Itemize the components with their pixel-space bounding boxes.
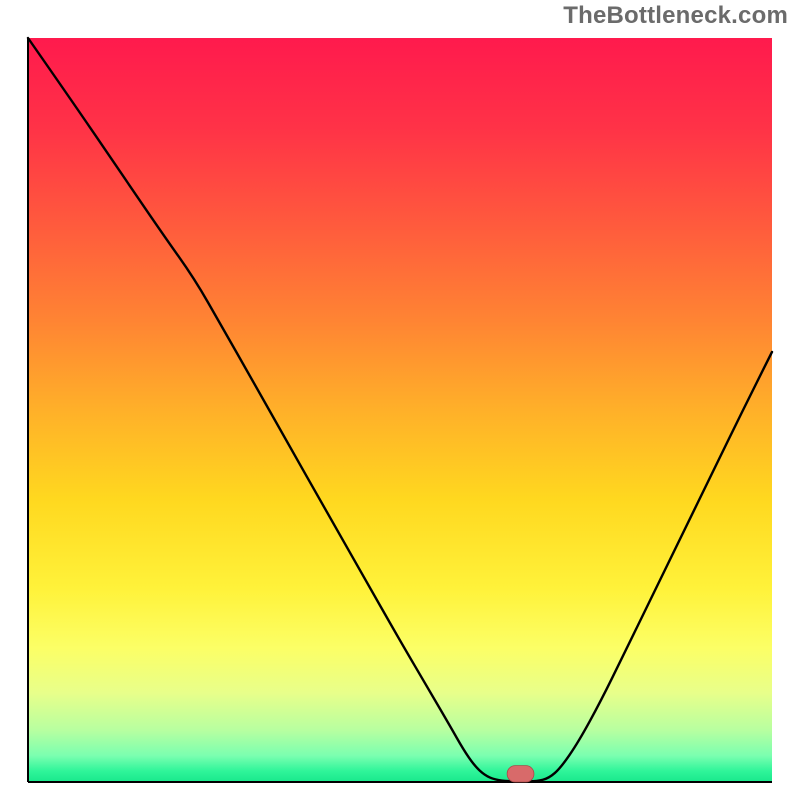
bottleneck-curve-chart: [20, 30, 780, 790]
watermark-text: TheBottleneck.com: [563, 2, 788, 30]
optimal-marker: [507, 766, 534, 782]
chart-area: [20, 30, 780, 790]
chart-container: TheBottleneck.com: [0, 0, 800, 800]
gradient-background: [28, 38, 772, 782]
